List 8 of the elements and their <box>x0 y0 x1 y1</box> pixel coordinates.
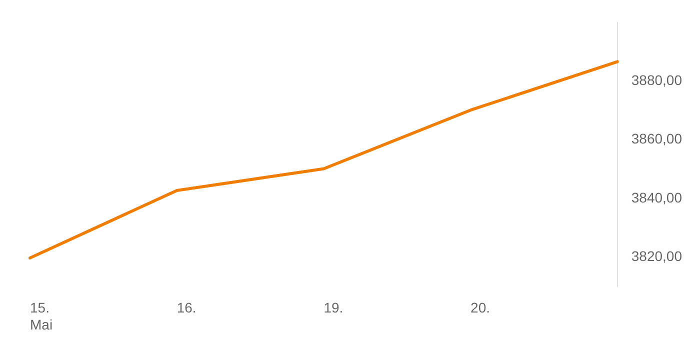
x-tick-label: 20. <box>470 300 490 316</box>
y-tick-label: 3880,00 <box>631 72 682 88</box>
x-tick-label: 15. Mai <box>30 300 53 332</box>
y-tick-label: 3840,00 <box>631 189 682 206</box>
x-tick-label: 19. <box>324 300 344 316</box>
y-tick-label: 3860,00 <box>631 130 682 147</box>
y-tick-label: 3820,00 <box>631 248 682 264</box>
x-tick-label: 16. <box>176 300 196 316</box>
